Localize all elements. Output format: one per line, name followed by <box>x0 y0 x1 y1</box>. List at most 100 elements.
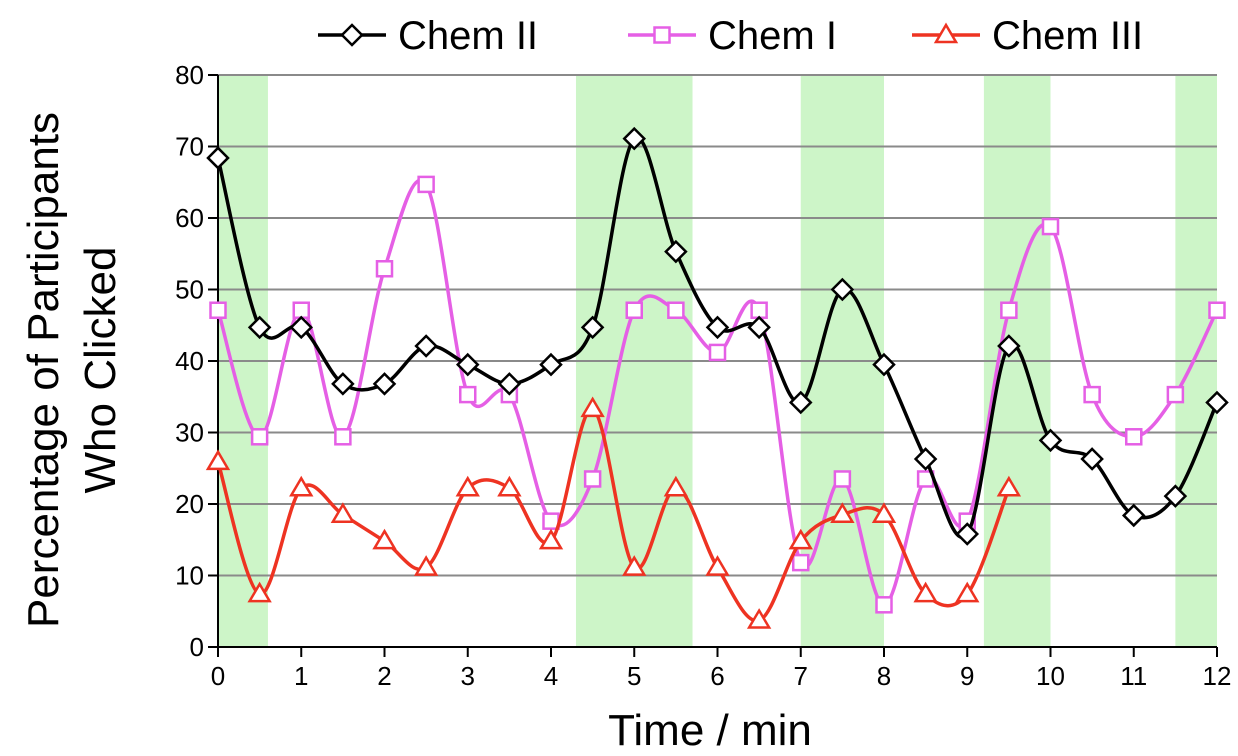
data-point-chem-iii-5 <box>413 555 439 576</box>
data-point-chem-ii-21 <box>1080 447 1104 471</box>
legend-label-chem-ii: Chem II <box>398 14 538 58</box>
data-point-chem-ii-5 <box>414 334 438 358</box>
y-tick-label-40: 40 <box>175 346 204 376</box>
data-point-chem-ii-17 <box>913 447 938 471</box>
legend-item-chem-ii: Chem II <box>318 14 538 58</box>
data-point-chem-i-6 <box>459 385 477 404</box>
data-point-chem-ii-18 <box>955 522 980 546</box>
data-point-chem-i-3 <box>334 428 352 446</box>
data-point-chem-i-13 <box>750 301 768 319</box>
y-tick-label-80: 80 <box>175 60 204 90</box>
data-point-chem-i-23 <box>1166 385 1185 404</box>
data-point-chem-i-14 <box>792 553 810 572</box>
y-tick-label-50: 50 <box>175 275 204 305</box>
legend-marker-chem-i <box>653 26 671 44</box>
data-point-chem-iii-10 <box>622 555 647 576</box>
x-tick-label-12: 12 <box>1203 661 1232 691</box>
data-point-chem-i-15 <box>833 470 852 488</box>
x-tick-label-10: 10 <box>1036 661 1065 691</box>
y-axis-title-line2: Who Clicked <box>76 247 125 494</box>
x-tick-label-9: 9 <box>960 661 974 691</box>
y-tick-label-20: 20 <box>175 489 204 519</box>
data-point-chem-ii-12 <box>705 315 730 340</box>
x-tick-label-7: 7 <box>794 661 808 691</box>
x-tick-label-5: 5 <box>627 661 641 691</box>
data-point-chem-ii-10 <box>622 126 647 151</box>
data-point-chem-ii-4 <box>372 372 397 396</box>
data-point-chem-iii-14 <box>788 528 813 550</box>
data-point-chem-i-1 <box>250 428 269 446</box>
legend-label-chem-i: Chem I <box>708 14 837 58</box>
legend-label-chem-iii: Chem III <box>992 14 1143 58</box>
data-point-chem-ii-11 <box>664 239 688 264</box>
data-point-chem-ii-13 <box>747 315 771 340</box>
data-point-chem-iii-16 <box>871 502 897 523</box>
data-point-chem-iii-2 <box>289 475 314 497</box>
data-point-chem-ii-23 <box>1163 484 1188 508</box>
legend-item-chem-i: Chem I <box>628 14 837 58</box>
legend-marker-chem-ii <box>340 23 364 47</box>
data-point-chem-i-22 <box>1125 428 1143 446</box>
data-point-chem-ii-1 <box>247 315 272 340</box>
x-tick-label-2: 2 <box>377 661 391 691</box>
data-point-chem-iii-7 <box>497 475 522 497</box>
data-point-chem-i-11 <box>667 301 685 319</box>
data-point-chem-ii-9 <box>580 315 605 340</box>
data-point-chem-iii-9 <box>580 396 605 418</box>
data-point-chem-ii-15 <box>830 277 855 302</box>
data-point-chem-ii-2 <box>289 315 314 340</box>
x-tick-label-1: 1 <box>294 661 308 691</box>
data-point-chem-i-5 <box>417 175 435 194</box>
data-point-chem-i-16 <box>875 596 893 614</box>
data-point-chem-i-9 <box>583 470 602 488</box>
data-point-chem-ii-14 <box>788 390 813 415</box>
y-tick-label-60: 60 <box>175 203 204 233</box>
data-point-chem-ii-24 <box>1205 390 1229 415</box>
y-tick-label-0: 0 <box>190 632 204 662</box>
series-group <box>205 126 1229 629</box>
data-point-chem-iii-11 <box>663 475 689 497</box>
data-point-chem-iii-1 <box>247 581 272 603</box>
data-point-chem-ii-7 <box>497 372 522 396</box>
data-point-chem-ii-3 <box>331 372 355 396</box>
y-tick-label-30: 30 <box>175 418 204 448</box>
data-point-chem-ii-16 <box>872 352 896 377</box>
x-axis-title: Time / min <box>608 706 812 755</box>
data-point-chem-ii-22 <box>1121 503 1146 528</box>
data-point-chem-iii-0 <box>205 449 231 471</box>
y-axis-title-line1: Percentage of Participants <box>19 112 68 628</box>
gridlines <box>218 74 1217 577</box>
y-tick-label-10: 10 <box>175 561 204 591</box>
data-point-chem-i-24 <box>1208 301 1226 319</box>
data-point-chem-i-2 <box>292 301 310 319</box>
data-point-chem-ii-0 <box>206 146 230 170</box>
data-point-chem-i-4 <box>375 260 394 278</box>
data-point-chem-iii-12 <box>705 555 730 576</box>
data-point-chem-iii-19 <box>996 475 1022 497</box>
data-point-chem-i-10 <box>625 301 643 319</box>
x-tick-label-8: 8 <box>877 661 891 691</box>
series-chem-iii <box>205 396 1022 629</box>
x-tick-label-3: 3 <box>461 661 475 691</box>
data-point-chem-ii-8 <box>539 352 563 377</box>
x-tick-label-6: 6 <box>710 661 724 691</box>
data-point-chem-iii-3 <box>330 502 356 523</box>
x-tick-label-4: 4 <box>544 661 558 691</box>
data-point-chem-ii-20 <box>1038 428 1063 453</box>
data-point-chem-i-12 <box>708 343 727 362</box>
series-chem-ii <box>206 126 1229 546</box>
data-point-chem-iii-8 <box>538 528 564 550</box>
data-point-chem-iii-18 <box>955 581 980 603</box>
data-point-chem-i-0 <box>209 301 227 319</box>
series-line-chem-i <box>216 178 1219 607</box>
data-point-chem-iii-6 <box>455 475 480 497</box>
y-tick-label-70: 70 <box>175 132 204 162</box>
series-chem-i <box>209 175 1226 614</box>
data-point-chem-ii-19 <box>997 334 1021 358</box>
legend-item-chem-iii: Chem III <box>912 14 1143 58</box>
x-tick-label-0: 0 <box>211 661 225 691</box>
legend: Chem II Chem I Chem III <box>318 14 1143 58</box>
data-point-chem-iii-13 <box>746 608 772 629</box>
